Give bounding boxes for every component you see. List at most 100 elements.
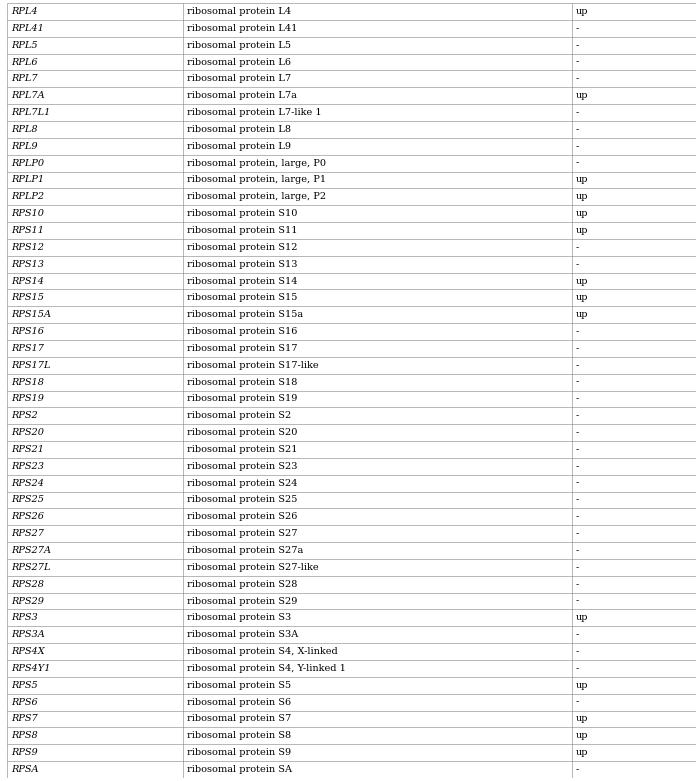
Text: ribosomal protein L7: ribosomal protein L7 xyxy=(187,74,291,84)
Text: ribosomal protein L7a: ribosomal protein L7a xyxy=(187,91,296,100)
Text: -: - xyxy=(576,630,579,639)
Text: -: - xyxy=(576,512,579,522)
Text: RPS14: RPS14 xyxy=(11,276,44,286)
Text: RPS2: RPS2 xyxy=(11,412,38,420)
Text: -: - xyxy=(576,546,579,555)
Text: ribosomal protein L8: ribosomal protein L8 xyxy=(187,125,291,134)
Text: ribosomal protein S10: ribosomal protein S10 xyxy=(187,209,297,218)
Text: RPS13: RPS13 xyxy=(11,259,44,269)
Text: -: - xyxy=(576,580,579,589)
Text: ribosomal protein S25: ribosomal protein S25 xyxy=(187,495,297,505)
Text: RPL7L1: RPL7L1 xyxy=(11,108,50,117)
Text: ribosomal protein S29: ribosomal protein S29 xyxy=(187,597,297,605)
Text: RPL5: RPL5 xyxy=(11,41,38,50)
Text: ribosomal protein S3A: ribosomal protein S3A xyxy=(187,630,298,639)
Text: ribosomal protein S20: ribosomal protein S20 xyxy=(187,428,297,437)
Text: RPS19: RPS19 xyxy=(11,394,44,404)
Text: RPLP0: RPLP0 xyxy=(11,159,44,168)
Text: ribosomal protein S12: ribosomal protein S12 xyxy=(187,243,297,251)
Text: ribosomal protein S17: ribosomal protein S17 xyxy=(187,344,297,353)
Text: -: - xyxy=(576,125,579,134)
Text: RPS28: RPS28 xyxy=(11,580,44,589)
Text: ribosomal protein S19: ribosomal protein S19 xyxy=(187,394,297,404)
Text: RPS21: RPS21 xyxy=(11,445,44,454)
Text: RPS4Y1: RPS4Y1 xyxy=(11,664,50,673)
Text: -: - xyxy=(576,697,579,707)
Text: ribosomal protein S15a: ribosomal protein S15a xyxy=(187,310,303,319)
Text: -: - xyxy=(576,24,579,33)
Text: ribosomal protein S27a: ribosomal protein S27a xyxy=(187,546,303,555)
Text: -: - xyxy=(576,664,579,673)
Text: -: - xyxy=(576,462,579,471)
Text: ribosomal protein S23: ribosomal protein S23 xyxy=(187,462,297,471)
Text: ribosomal protein S11: ribosomal protein S11 xyxy=(187,226,297,235)
Text: -: - xyxy=(576,597,579,605)
Text: ribosomal protein S3: ribosomal protein S3 xyxy=(187,613,291,622)
Text: RPS8: RPS8 xyxy=(11,731,38,740)
Text: ribosomal protein S5: ribosomal protein S5 xyxy=(187,681,291,690)
Text: RPL6: RPL6 xyxy=(11,58,38,66)
Text: -: - xyxy=(576,58,579,66)
Text: -: - xyxy=(576,412,579,420)
Text: RPS4X: RPS4X xyxy=(11,647,45,656)
Text: RPLP1: RPLP1 xyxy=(11,176,44,184)
Text: RPS6: RPS6 xyxy=(11,697,38,707)
Text: up: up xyxy=(576,715,588,723)
Text: -: - xyxy=(576,259,579,269)
Text: ribosomal protein S4, Y-linked 1: ribosomal protein S4, Y-linked 1 xyxy=(187,664,345,673)
Text: RPL41: RPL41 xyxy=(11,24,44,33)
Text: RPL8: RPL8 xyxy=(11,125,38,134)
Text: ribosomal protein S17-like: ribosomal protein S17-like xyxy=(187,361,318,369)
Text: -: - xyxy=(576,445,579,454)
Text: ribosomal protein S16: ribosomal protein S16 xyxy=(187,327,297,336)
Text: RPL4: RPL4 xyxy=(11,7,38,16)
Text: RPS25: RPS25 xyxy=(11,495,44,505)
Text: RPS24: RPS24 xyxy=(11,479,44,487)
Text: ribosomal protein L7-like 1: ribosomal protein L7-like 1 xyxy=(187,108,322,117)
Text: up: up xyxy=(576,310,588,319)
Text: -: - xyxy=(576,243,579,251)
Text: -: - xyxy=(576,361,579,369)
Text: RPL9: RPL9 xyxy=(11,142,38,151)
Text: RPS17: RPS17 xyxy=(11,344,44,353)
Text: ribosomal protein S21: ribosomal protein S21 xyxy=(187,445,297,454)
Text: RPS27A: RPS27A xyxy=(11,546,51,555)
Text: RPS15: RPS15 xyxy=(11,294,44,302)
Text: RPS20: RPS20 xyxy=(11,428,44,437)
Text: RPS23: RPS23 xyxy=(11,462,44,471)
Text: -: - xyxy=(576,428,579,437)
Text: ribosomal protein L6: ribosomal protein L6 xyxy=(187,58,291,66)
Text: RPS27L: RPS27L xyxy=(11,563,50,572)
Text: -: - xyxy=(576,327,579,336)
Text: RPS26: RPS26 xyxy=(11,512,44,522)
Text: ribosomal protein S27: ribosomal protein S27 xyxy=(187,530,297,538)
Text: ribosomal protein L41: ribosomal protein L41 xyxy=(187,24,297,33)
Text: up: up xyxy=(576,226,588,235)
Text: up: up xyxy=(576,613,588,622)
Text: -: - xyxy=(576,394,579,404)
Text: -: - xyxy=(576,159,579,168)
Text: ribosomal protein S6: ribosomal protein S6 xyxy=(187,697,291,707)
Text: ribosomal protein S27-like: ribosomal protein S27-like xyxy=(187,563,318,572)
Text: RPL7: RPL7 xyxy=(11,74,38,84)
Text: up: up xyxy=(576,294,588,302)
Text: RPS29: RPS29 xyxy=(11,597,44,605)
Text: RPL7A: RPL7A xyxy=(11,91,45,100)
Text: ribosomal protein, large, P2: ribosomal protein, large, P2 xyxy=(187,192,326,201)
Text: ribosomal protein S7: ribosomal protein S7 xyxy=(187,715,291,723)
Text: ribosomal protein S4, X-linked: ribosomal protein S4, X-linked xyxy=(187,647,338,656)
Text: -: - xyxy=(576,647,579,656)
Text: RPS17L: RPS17L xyxy=(11,361,50,369)
Text: RPS15A: RPS15A xyxy=(11,310,51,319)
Text: up: up xyxy=(576,91,588,100)
Text: RPS10: RPS10 xyxy=(11,209,44,218)
Text: RPS12: RPS12 xyxy=(11,243,44,251)
Text: ribosomal protein S15: ribosomal protein S15 xyxy=(187,294,297,302)
Text: ribosomal protein SA: ribosomal protein SA xyxy=(187,765,291,774)
Text: ribosomal protein S9: ribosomal protein S9 xyxy=(187,748,291,757)
Text: -: - xyxy=(576,142,579,151)
Text: -: - xyxy=(576,563,579,572)
Text: RPLP2: RPLP2 xyxy=(11,192,44,201)
Text: ribosomal protein S14: ribosomal protein S14 xyxy=(187,276,297,286)
Text: ribosomal protein S13: ribosomal protein S13 xyxy=(187,259,297,269)
